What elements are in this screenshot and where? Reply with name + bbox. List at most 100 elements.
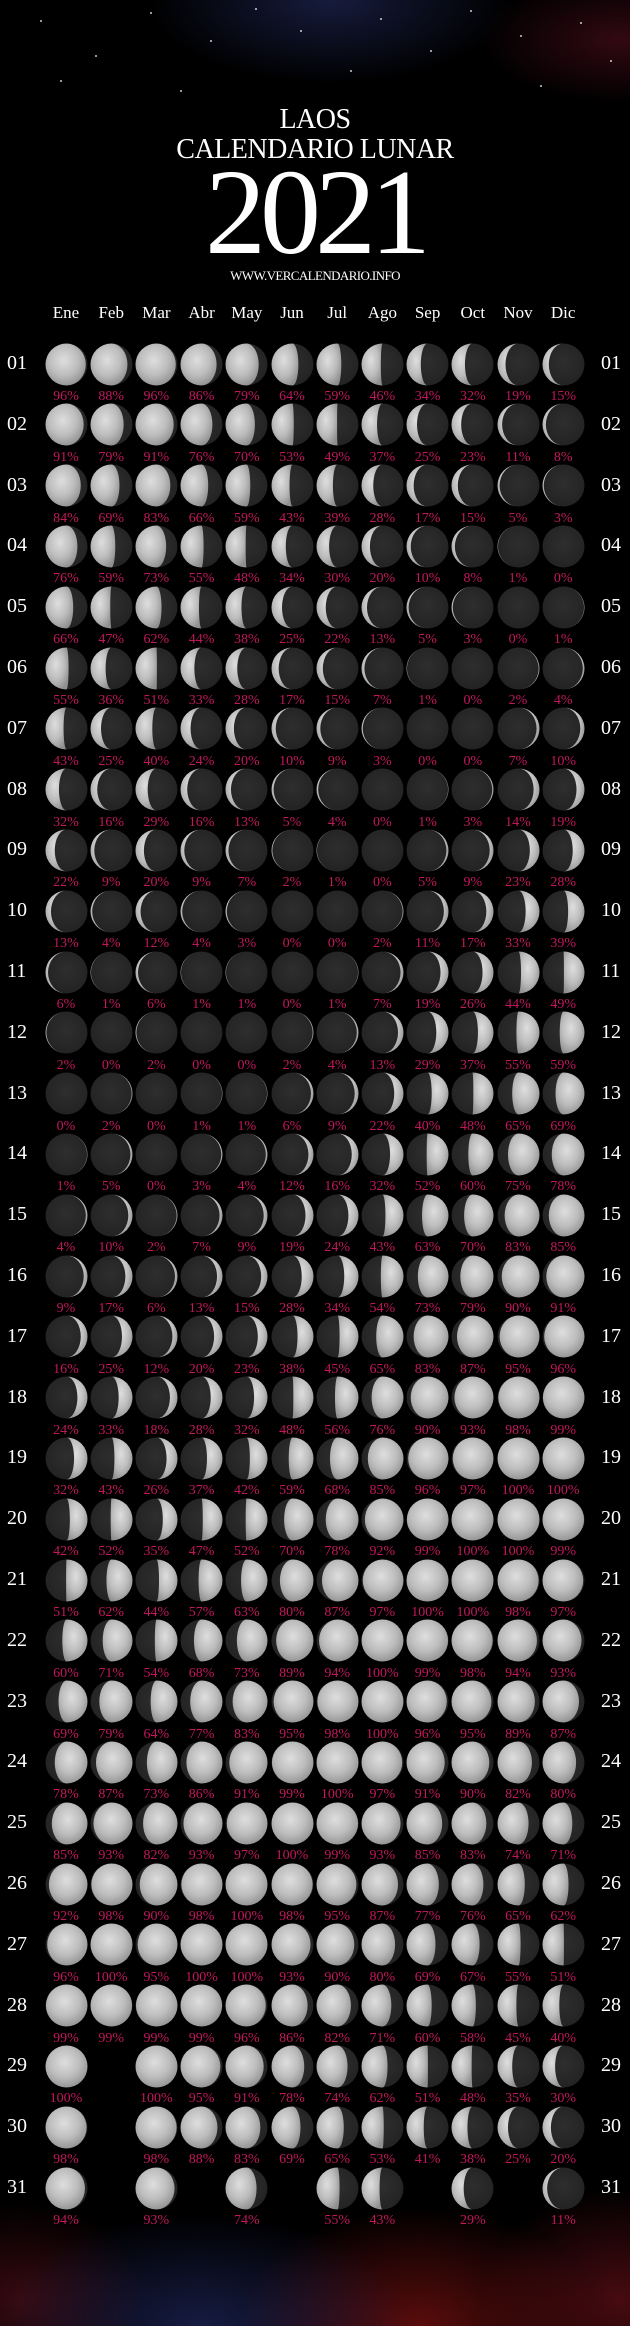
illumination-percent: 59% xyxy=(324,389,351,404)
month-header-jul: Jul xyxy=(327,303,348,322)
moon-lit-side xyxy=(156,1315,178,1358)
moon-phase-icon xyxy=(542,2045,585,2088)
illumination-percent: 20% xyxy=(188,1361,215,1377)
moon-phase-icon xyxy=(90,890,133,933)
moon-lit-side xyxy=(337,1315,359,1358)
illumination-percent: 57% xyxy=(188,1605,215,1620)
illumination-percent: 28% xyxy=(233,693,260,708)
moon-lit-side xyxy=(542,2045,564,2088)
illumination-percent: 39% xyxy=(550,936,577,952)
moon-dark-side xyxy=(180,951,223,993)
moon-phase-icon xyxy=(361,586,404,629)
illumination-percent: 87% xyxy=(550,1726,577,1742)
moon-phase-icon xyxy=(497,1863,539,1905)
illumination-percent: 51% xyxy=(53,1605,79,1620)
illumination-percent: 33% xyxy=(505,936,531,952)
day-label-right: 18 xyxy=(601,1385,621,1408)
day-label-right: 17 xyxy=(601,1324,621,1347)
day-label-left: 19 xyxy=(7,1446,27,1469)
illumination-percent: 70% xyxy=(279,1544,305,1560)
moon-phase-icon xyxy=(135,1863,178,1905)
day-label-left: 25 xyxy=(7,1811,27,1834)
illumination-percent: 43% xyxy=(279,510,305,526)
moon-lit-side xyxy=(451,1498,494,1541)
moon-phase-icon xyxy=(497,1559,539,1601)
illumination-percent: 0% xyxy=(282,936,302,952)
moon-lit-side xyxy=(225,343,259,385)
illumination-percent: 100% xyxy=(49,2091,83,2107)
moon-phase-icon xyxy=(542,1498,585,1541)
moon-phase-icon xyxy=(451,586,494,629)
moon-lit-side xyxy=(241,1559,268,1601)
illumination-percent: 1% xyxy=(237,1118,257,1134)
moon-phase-icon xyxy=(225,1680,268,1723)
moon-phase-icon xyxy=(135,829,178,872)
moon-phase-icon xyxy=(90,1315,133,1358)
illumination-percent: 42% xyxy=(233,1483,260,1499)
illumination-percent: 95% xyxy=(505,1361,531,1377)
moon-phase-icon xyxy=(90,829,133,872)
moon-lit-side xyxy=(518,768,539,811)
star xyxy=(95,55,97,57)
moon-phase-icon xyxy=(542,1619,585,1662)
day-label-right: 01 xyxy=(601,352,621,374)
moon-lit-side xyxy=(542,1619,582,1662)
illumination-percent: 97% xyxy=(459,1483,486,1499)
calendar-subtitle: CALENDARIO LUNAR xyxy=(176,134,454,165)
moon-lit-side xyxy=(180,1984,223,2027)
moon-phase-icon xyxy=(45,1072,87,1115)
moon-lit-side xyxy=(201,1376,223,1419)
illumination-percent: 66% xyxy=(53,632,79,648)
moon-lit-side xyxy=(468,1133,494,1176)
moon-phase-icon xyxy=(316,1559,359,1601)
illumination-percent: 77% xyxy=(414,1909,441,1924)
illumination-percent: 66% xyxy=(188,510,215,526)
moon-phase-icon xyxy=(180,525,223,568)
moon-lit-side xyxy=(361,1680,404,1723)
illumination-percent: 54% xyxy=(143,1665,170,1681)
moon-lit-side xyxy=(406,1680,447,1723)
day-label-right: 23 xyxy=(601,1689,621,1712)
illumination-percent: 94% xyxy=(324,1665,351,1681)
moon-phase-icon xyxy=(45,2106,87,2149)
moon-dark-side xyxy=(542,2167,585,2209)
illumination-percent: 87% xyxy=(98,1787,125,1803)
moon-phase-icon xyxy=(180,1011,223,1054)
moon-dark-side xyxy=(406,464,449,507)
moon-phase-icon xyxy=(271,890,313,933)
illumination-percent: 86% xyxy=(188,389,215,404)
moon-phase-icon xyxy=(45,1315,87,1358)
moon-lit-side xyxy=(225,647,247,689)
moon-lit-side xyxy=(361,1619,404,1662)
moon-phase-icon xyxy=(451,2106,494,2149)
day-label-right: 25 xyxy=(601,1811,621,1834)
illumination-percent: 62% xyxy=(98,1605,125,1620)
illumination-percent: 6% xyxy=(147,997,166,1012)
moon-lit-side xyxy=(229,1741,268,1784)
illumination-percent: 83% xyxy=(143,510,170,526)
day-label-left: 18 xyxy=(7,1385,27,1408)
moon-phase-icon xyxy=(271,1559,313,1601)
moon-phase-icon xyxy=(406,1498,449,1541)
moon-phase-icon xyxy=(225,2045,268,2088)
moon-lit-side xyxy=(135,890,157,933)
moon-phase-icon xyxy=(271,1315,313,1358)
illumination-percent: 25% xyxy=(98,1361,125,1377)
illumination-percent: 90% xyxy=(143,1909,170,1924)
illumination-percent: 100% xyxy=(366,1726,399,1742)
moon-lit-side xyxy=(361,2167,383,2209)
moon-phase-icon xyxy=(135,1194,178,1237)
day-label-right: 07 xyxy=(601,716,621,739)
moon-phase-icon xyxy=(316,1194,359,1237)
illumination-percent: 33% xyxy=(98,1422,125,1438)
moon-lit-side xyxy=(66,1437,87,1480)
moon-phase-icon xyxy=(542,1133,585,1176)
moon-lit-side xyxy=(563,890,585,933)
moon-lit-side xyxy=(542,403,564,446)
illumination-percent: 99% xyxy=(550,1544,577,1560)
moon-lit-side xyxy=(181,1863,223,1905)
moon-phase-icon xyxy=(90,951,133,993)
moon-dark-side xyxy=(361,890,404,933)
moon-lit-side xyxy=(139,1863,178,1905)
moon-dark-side xyxy=(497,403,539,446)
